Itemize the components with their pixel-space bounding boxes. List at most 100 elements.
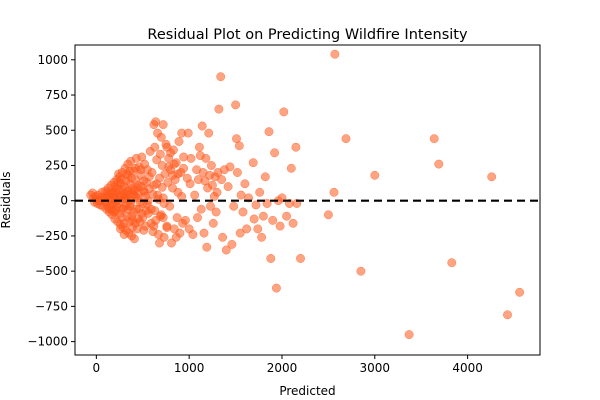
scatter-point: [235, 228, 245, 238]
scatter-point: [282, 211, 292, 221]
scatter-point: [216, 72, 226, 82]
scatter-point: [231, 100, 241, 110]
scatter-point: [183, 128, 193, 138]
scatter-point: [434, 159, 444, 169]
x-tick-label: 3000: [360, 361, 391, 375]
scatter-point: [447, 258, 457, 268]
scatter-point: [223, 182, 233, 192]
scatter-point: [279, 107, 289, 117]
y-tick-label: −750: [35, 299, 68, 313]
scatter-point: [242, 224, 252, 234]
scatter-point: [171, 232, 181, 242]
scatter-point: [206, 201, 215, 211]
scatter-point: [132, 193, 142, 203]
scatter-point: [225, 162, 235, 172]
scatter-point: [260, 172, 270, 182]
y-axis-label: Residuals: [0, 172, 13, 229]
scatter-point: [129, 234, 139, 244]
scatter-point: [288, 218, 298, 228]
y-tick-label: 1000: [37, 53, 68, 67]
scatter-point: [238, 207, 248, 217]
scatter-point: [158, 120, 168, 130]
scatter-point: [204, 128, 214, 138]
scatter-point: [206, 161, 216, 170]
y-tick-label: 250: [45, 158, 68, 172]
scatter-point: [196, 204, 206, 214]
chart-title: Residual Plot on Predicting Wildfire Int…: [147, 27, 468, 43]
scatter-point: [179, 152, 189, 162]
scatter-point: [179, 163, 189, 173]
scatter-point: [251, 200, 261, 210]
x-tick-label: 4000: [452, 361, 483, 375]
scatter-point: [142, 206, 151, 216]
scatter-point: [249, 214, 259, 224]
y-tick-label: 750: [45, 88, 68, 102]
scatter-point: [217, 175, 227, 185]
scatter-point: [188, 230, 198, 239]
scatter-point: [139, 225, 149, 235]
scatter-point: [266, 254, 276, 263]
scatter-point: [155, 238, 164, 248]
scatter-point: [286, 163, 296, 173]
y-tick-label: −1000: [27, 335, 68, 349]
scatter-point: [158, 213, 168, 223]
scatter-point: [503, 310, 512, 320]
scatter-point: [166, 148, 176, 158]
scatter-point: [268, 215, 278, 225]
scatter-point: [174, 137, 184, 146]
scatter-point: [429, 134, 439, 144]
scatter-point: [255, 187, 265, 197]
scatter-point: [173, 169, 183, 179]
scatter-point: [356, 266, 366, 276]
scatter-point: [201, 153, 211, 163]
scatter-point: [151, 117, 161, 127]
scatter-point: [180, 215, 190, 225]
scatter-point: [264, 127, 274, 137]
scatter-point: [221, 245, 231, 255]
scatter-point: [169, 159, 179, 169]
scatter-point: [258, 211, 268, 221]
scatter-point: [150, 142, 160, 152]
scatter-point: [240, 179, 250, 189]
x-tick-label: 1000: [174, 361, 205, 375]
scatter-point: [193, 213, 202, 223]
scatter-point: [291, 142, 301, 152]
scatter-point: [236, 190, 246, 200]
scatter-point: [119, 218, 129, 228]
scatter-point: [330, 49, 340, 59]
scatter-point: [133, 214, 143, 224]
scatter-point: [323, 210, 333, 220]
scatter-point: [162, 223, 172, 232]
scatter-point: [111, 197, 121, 207]
scatter-point: [271, 283, 281, 293]
scatter-point: [296, 254, 305, 263]
x-axis-label: Predicted: [279, 384, 335, 398]
scatter-point: [177, 192, 187, 201]
y-tick-label: −500: [35, 264, 68, 278]
scatter-point: [227, 239, 237, 249]
scatter-point: [136, 165, 146, 175]
scatter-point: [234, 141, 244, 151]
scatter-point: [194, 142, 204, 152]
scatter-point: [214, 104, 224, 114]
y-axis-ticks: −1000 −750 −500 −250 0 250 500 750 1000: [27, 53, 75, 349]
scatter-point: [257, 232, 267, 242]
scatter-point: [157, 182, 167, 192]
y-tick-label: 0: [60, 194, 68, 208]
plot-area-frame: [74, 44, 541, 356]
scatter-point: [128, 223, 137, 232]
scatter-point: [232, 168, 242, 177]
scatter-point: [197, 121, 207, 131]
scatter-point: [404, 330, 414, 340]
scatter-point: [116, 175, 126, 185]
scatter-point: [218, 232, 228, 242]
scatter-point: [212, 187, 222, 197]
scatter-point: [147, 168, 157, 177]
scatter-point: [341, 134, 351, 144]
scatter-point: [186, 153, 196, 163]
scatter-point: [156, 132, 166, 142]
scatter-point: [199, 228, 209, 238]
scatter-points: [86, 49, 525, 340]
scatter-point: [229, 201, 239, 211]
